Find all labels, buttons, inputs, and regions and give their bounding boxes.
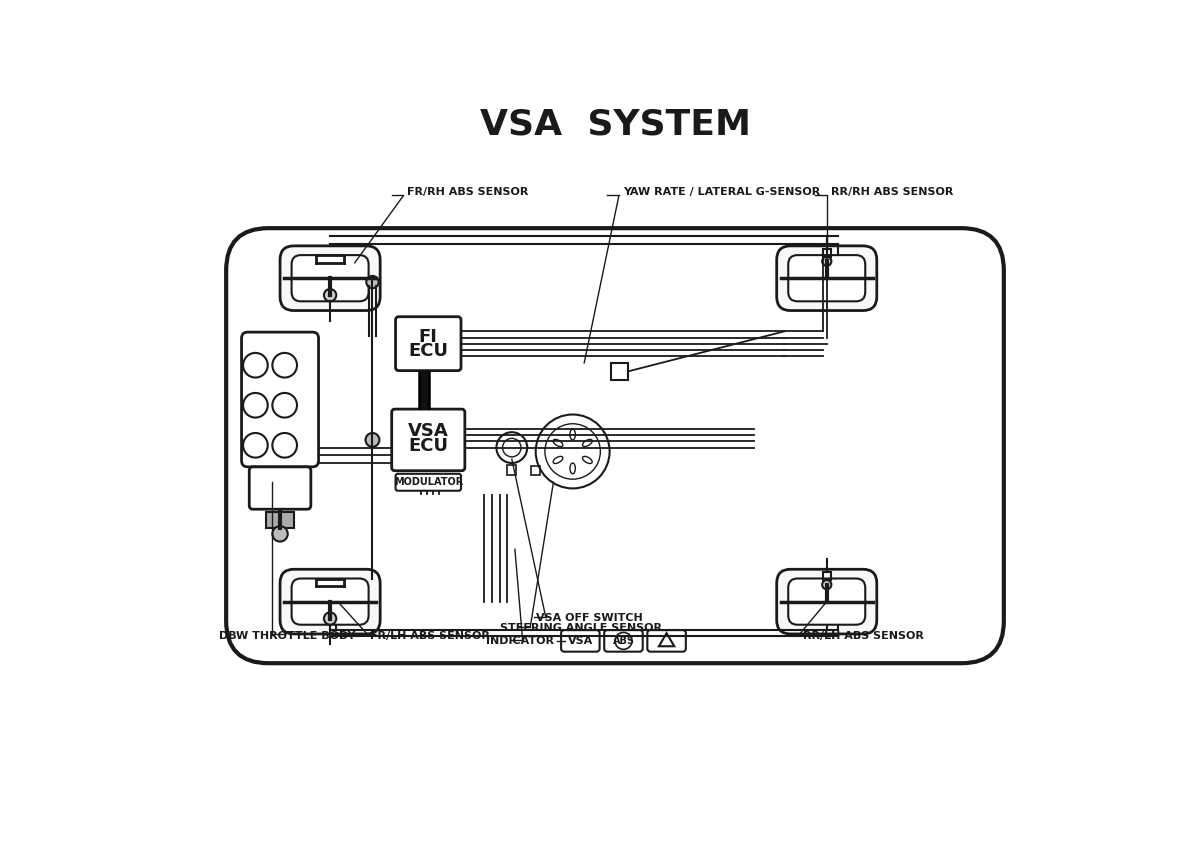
FancyBboxPatch shape	[226, 228, 1004, 663]
Circle shape	[272, 526, 288, 542]
FancyBboxPatch shape	[280, 246, 380, 311]
Text: RR/RH ABS SENSOR: RR/RH ABS SENSOR	[830, 187, 953, 197]
Bar	[266, 511, 294, 528]
Text: INDICATOR: INDICATOR	[486, 636, 553, 646]
Circle shape	[324, 612, 336, 625]
Bar	[611, 363, 628, 380]
FancyBboxPatch shape	[292, 578, 368, 625]
FancyBboxPatch shape	[647, 630, 686, 652]
Text: ECU: ECU	[408, 437, 449, 455]
Text: DBW THROTTLE BODY: DBW THROTTLE BODY	[220, 631, 355, 640]
Bar	[823, 572, 830, 580]
Text: MODULATOR: MODULATOR	[394, 477, 463, 487]
Text: STEERING ANGLE SENSOR: STEERING ANGLE SENSOR	[499, 623, 661, 633]
Text: FI: FI	[419, 328, 438, 346]
Circle shape	[324, 289, 336, 301]
Text: FR/RH ABS SENSOR: FR/RH ABS SENSOR	[407, 187, 528, 197]
Text: VSA  SYSTEM: VSA SYSTEM	[480, 107, 750, 141]
FancyBboxPatch shape	[292, 255, 368, 301]
Text: YAW RATE / LATERAL G-SENSOR: YAW RATE / LATERAL G-SENSOR	[623, 187, 820, 197]
Text: VSA: VSA	[568, 636, 593, 646]
FancyBboxPatch shape	[250, 467, 311, 509]
FancyBboxPatch shape	[788, 578, 865, 625]
FancyBboxPatch shape	[788, 255, 865, 301]
Circle shape	[366, 433, 379, 447]
FancyBboxPatch shape	[396, 317, 461, 371]
Text: ECU: ECU	[408, 341, 449, 360]
Text: RR/LH ABS SENSOR: RR/LH ABS SENSOR	[803, 631, 924, 640]
FancyBboxPatch shape	[396, 474, 461, 491]
FancyBboxPatch shape	[605, 630, 643, 652]
Text: FR/LH ABS SENSOR: FR/LH ABS SENSOR	[370, 631, 490, 640]
FancyBboxPatch shape	[280, 570, 380, 634]
FancyBboxPatch shape	[776, 246, 877, 311]
Bar	[532, 466, 540, 475]
FancyBboxPatch shape	[241, 332, 318, 467]
Text: VSA OFF SWITCH: VSA OFF SWITCH	[536, 613, 643, 623]
Circle shape	[366, 276, 379, 288]
FancyBboxPatch shape	[776, 570, 877, 634]
Circle shape	[822, 580, 832, 589]
Bar	[508, 465, 516, 475]
FancyBboxPatch shape	[562, 630, 600, 652]
FancyBboxPatch shape	[391, 409, 464, 470]
Text: VSA: VSA	[408, 422, 449, 440]
Bar	[823, 249, 830, 256]
Text: ABS: ABS	[612, 636, 635, 646]
Circle shape	[822, 256, 832, 266]
